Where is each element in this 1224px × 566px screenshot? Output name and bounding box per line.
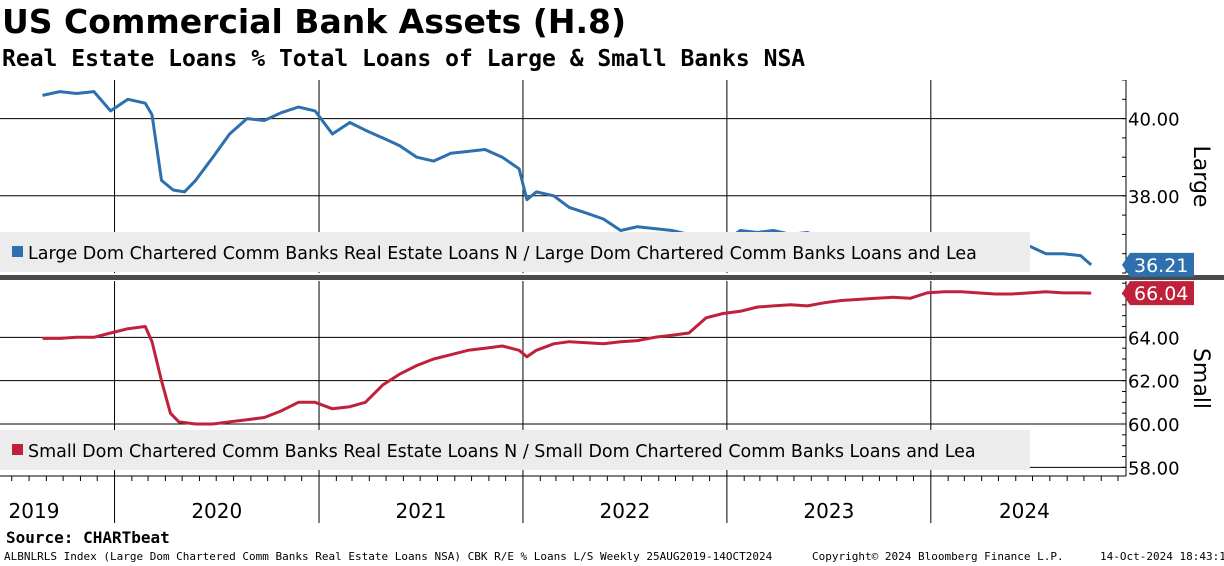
panel-separator bbox=[0, 275, 1224, 280]
y-tick-label: 58.00 bbox=[1128, 458, 1180, 479]
y-tick-label: 60.00 bbox=[1128, 415, 1180, 436]
last-value-label: 36.21 bbox=[1134, 255, 1188, 277]
footer-timestamp: 14-Oct-2024 18:43:18 bbox=[1100, 550, 1224, 563]
legend-box bbox=[0, 430, 1030, 470]
chart-title: US Commercial Bank Assets (H.8) bbox=[2, 2, 627, 41]
source-note: Source: CHARTbeat bbox=[6, 528, 170, 547]
legend-swatch bbox=[12, 444, 23, 455]
last-value-badge bbox=[1122, 252, 1194, 277]
legend-box bbox=[0, 232, 1030, 272]
last-value-label: 66.04 bbox=[1134, 283, 1188, 305]
y-axes: 40.00 38.00 36.21 Large 64.00 62.00 60.00 58.00… bbox=[1122, 80, 1213, 479]
x-tick-label: 2023 bbox=[803, 499, 854, 523]
x-tick-label: 2019 bbox=[9, 499, 60, 523]
last-value-badge bbox=[1122, 281, 1194, 306]
plot-backgrounds bbox=[0, 275, 1224, 280]
series-line-small bbox=[42, 290, 1092, 426]
footer-copyright: Copyright© 2024 Bloomberg Finance L.P. bbox=[812, 550, 1064, 563]
panel-label: Small bbox=[1188, 348, 1213, 409]
legend-label: Large Dom Chartered Comm Banks Real Esta… bbox=[28, 244, 977, 264]
gridlines bbox=[0, 80, 1126, 476]
x-tick-label: 2021 bbox=[396, 499, 447, 523]
x-tick-label: 2020 bbox=[191, 499, 242, 523]
x-tick-label: 2024 bbox=[999, 499, 1050, 523]
x-tick-label: 2022 bbox=[599, 499, 650, 523]
y-tick-label: 64.00 bbox=[1128, 328, 1180, 349]
chart-area: Large Dom Chartered Comm Banks Real Esta… bbox=[0, 80, 1224, 523]
chart-subtitle: Real Estate Loans % Total Loans of Large… bbox=[2, 46, 806, 72]
y-tick-label: 38.00 bbox=[1128, 187, 1180, 208]
y-tick-label: 40.00 bbox=[1128, 110, 1180, 131]
legends: Large Dom Chartered Comm Banks Real Esta… bbox=[0, 232, 1030, 470]
footer-ticker: ALBNLRLS Index (Large Dom Chartered Comm… bbox=[4, 550, 773, 563]
legend-label: Small Dom Chartered Comm Banks Real Esta… bbox=[28, 442, 976, 462]
y-tick-label: 62.00 bbox=[1128, 372, 1180, 393]
x-axis: 2019 2020 2021 2022 2023 2024 bbox=[0, 475, 1126, 523]
panel-label: Large bbox=[1188, 146, 1213, 208]
legend-swatch bbox=[12, 246, 23, 257]
